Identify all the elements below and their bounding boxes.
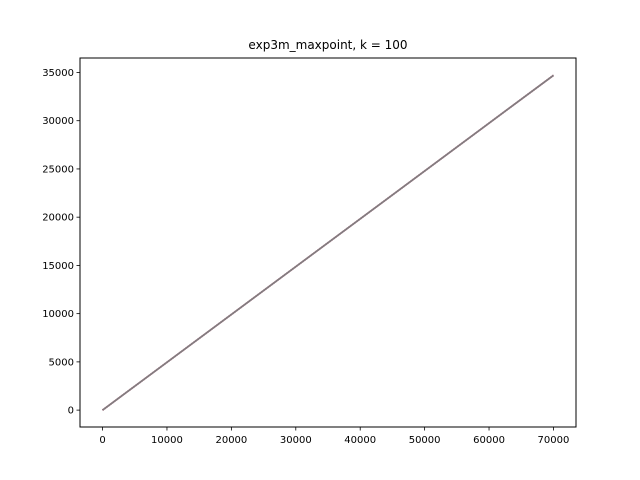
plot-area-frame (79, 57, 577, 428)
x-axis: 0 10000 20000 30000 40000 50000 60000 70000 (99, 427, 569, 446)
x-tick-label: 40000 (344, 435, 376, 446)
y-tick-label: 15000 (42, 261, 74, 272)
y-axis: 0 5000 10000 15000 20000 25000 30000 35000 (42, 68, 80, 417)
y-tick-label: 30000 (42, 116, 74, 127)
x-tick-label: 70000 (538, 435, 570, 446)
y-tick-label: 35000 (42, 68, 74, 79)
y-tick-label: 10000 (42, 309, 74, 320)
x-tick-label: 20000 (215, 435, 247, 446)
series-line-8 (102, 74, 554, 411)
y-tick-label: 5000 (49, 357, 74, 368)
x-tick-label: 0 (99, 435, 105, 446)
x-tick-label: 60000 (473, 435, 505, 446)
x-tick-label: 30000 (280, 435, 312, 446)
x-tick-label: 10000 (151, 435, 183, 446)
series-layer (102, 74, 554, 411)
x-tick-label: 50000 (409, 435, 441, 446)
y-tick-label: 0 (68, 406, 74, 417)
chart-title: exp3m_maxpoint, k = 100 (248, 38, 407, 52)
y-tick-label: 25000 (42, 164, 74, 175)
y-tick-label: 20000 (42, 213, 74, 224)
